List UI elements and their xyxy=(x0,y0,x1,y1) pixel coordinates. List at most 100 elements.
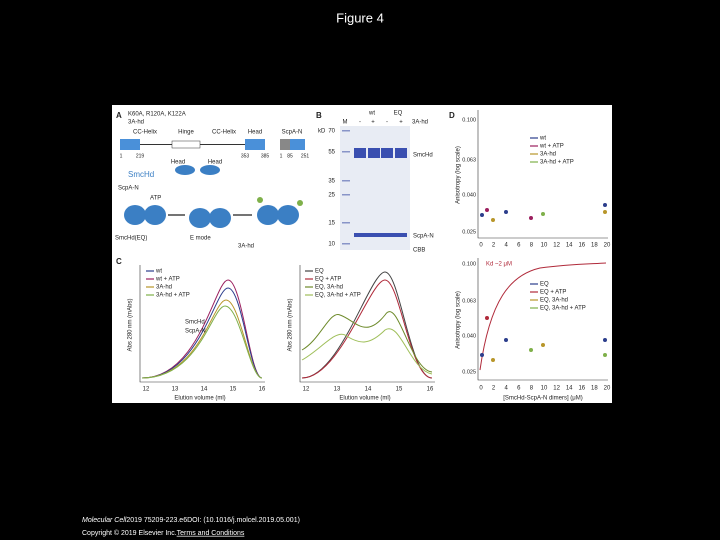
legend-label: 3A-hd + ATP xyxy=(156,293,190,299)
legend-label: wt + ATP xyxy=(155,277,180,283)
x-tick-label: 14 xyxy=(566,386,573,392)
lane-label: + xyxy=(371,120,375,126)
lane-label: - xyxy=(359,120,361,126)
marker: 55 xyxy=(328,150,335,156)
x-tick-label: 8 xyxy=(530,243,534,249)
x-tick-label: 12 xyxy=(553,243,560,249)
x-tick-label: 16 xyxy=(259,387,266,393)
legend-label: EQ, 3A-hd + ATP xyxy=(540,306,586,312)
marker: 70 xyxy=(328,129,335,135)
journal: Molecular Cell xyxy=(82,517,127,524)
terms-link[interactable]: Terms and Conditions xyxy=(177,530,245,537)
marker: 35 xyxy=(328,179,335,185)
y-axis-label: Anisotropy (log scale) xyxy=(456,146,462,204)
y-tick-label: 0.063 xyxy=(462,298,476,304)
legend-label: 3A-hd + ATP xyxy=(540,160,574,166)
domain-label: Hinge xyxy=(178,130,194,136)
x-tick-label: 16 xyxy=(578,243,585,249)
band-label: SmcHd xyxy=(413,153,433,159)
x-axis-label: Elution volume (ml) xyxy=(339,396,390,402)
y-tick-label: 0.100 xyxy=(462,261,476,267)
panel-label: A xyxy=(116,111,122,120)
marker: 25 xyxy=(328,193,335,199)
domain-label: CC-Helix xyxy=(133,130,157,136)
group-label: EQ xyxy=(394,111,403,117)
legend-label: 3A-hd xyxy=(540,152,556,158)
domain-label: CC-Helix xyxy=(212,130,236,136)
x-tick-label: 2 xyxy=(492,243,496,249)
residue: 1 xyxy=(280,153,283,159)
scheme-label: ATP xyxy=(150,196,161,202)
lane-label: - xyxy=(386,120,388,126)
x-tick-label: 14 xyxy=(566,243,573,249)
y-tick-label: 0.025 xyxy=(462,369,476,375)
lane-label: + xyxy=(399,120,403,126)
y-tick-label: 0.025 xyxy=(462,229,476,235)
x-tick-label: 16 xyxy=(578,386,585,392)
marker: 15 xyxy=(328,221,335,227)
panel-label: C xyxy=(116,257,122,266)
group-label: wt xyxy=(368,111,375,117)
y-axis-label: Abs 280 nm (mAbs) xyxy=(288,298,294,351)
x-tick-label: 10 xyxy=(541,386,548,392)
x-tick-label: 14 xyxy=(201,387,208,393)
legend-label: EQ, 3A-hd + ATP xyxy=(315,293,361,299)
y-tick-label: 0.063 xyxy=(462,157,476,163)
x-tick-label: 4 xyxy=(505,386,509,392)
x-tick-label: 15 xyxy=(396,387,403,393)
x-tick-label: 15 xyxy=(230,387,237,393)
y-tick-label: 0.100 xyxy=(462,117,476,123)
x-tick-label: 13 xyxy=(334,387,341,393)
domain-map xyxy=(120,139,305,150)
head-label: Head xyxy=(208,160,222,166)
y-axis-label: Anisotropy (log scale) xyxy=(456,291,462,349)
residue: 353 xyxy=(241,153,250,159)
x-tick-label: 0 xyxy=(479,386,483,392)
legend-label: EQ, 3A-hd xyxy=(540,298,568,304)
scheme-label: SmcHd(EQ) xyxy=(115,236,147,242)
marker: 10 xyxy=(328,242,335,248)
x-tick-label: 18 xyxy=(591,386,598,392)
x-axis-label: [SmcHd-ScpA-N dimers] (μM) xyxy=(503,396,582,402)
residue: 1 xyxy=(120,153,123,159)
y-axis-label: Abs 280 nm (mAbs) xyxy=(128,298,134,351)
legend-label: EQ xyxy=(315,269,324,275)
residue: 85 xyxy=(287,153,293,159)
mutant: 3A-hd xyxy=(128,120,144,126)
x-tick-label: 16 xyxy=(427,387,434,393)
legend-label: wt + ATP xyxy=(539,144,564,150)
band-label: ScpA-N xyxy=(413,234,434,240)
x-tick-label: 2 xyxy=(492,386,496,392)
scheme-label: E mode xyxy=(190,236,211,242)
legend-label: wt xyxy=(155,269,162,275)
residue: 219 xyxy=(136,153,145,159)
legend-label: EQ + ATP xyxy=(540,290,566,296)
scheme-label: ScpA-N xyxy=(118,186,139,192)
x-tick-label: 13 xyxy=(172,387,179,393)
stain: CBB xyxy=(413,248,425,254)
inset-label: SmcHd xyxy=(185,320,205,326)
legend-label: EQ xyxy=(540,282,549,288)
kd-label: Kd ~2 μM xyxy=(486,262,512,268)
x-axis-label: Elution volume (ml) xyxy=(174,396,225,402)
axes xyxy=(139,110,608,383)
head-label: Head xyxy=(171,160,185,166)
x-tick-label: 20 xyxy=(604,243,611,249)
x-tick-label: 14 xyxy=(365,387,372,393)
x-tick-label: 18 xyxy=(591,243,598,249)
mutations: K60A, R120A, K122A xyxy=(128,112,186,118)
unit: kD xyxy=(318,129,326,135)
curves xyxy=(141,262,607,379)
domain-label: Head xyxy=(248,130,262,136)
legend-label: 3A-hd xyxy=(156,285,172,291)
panel-label: B xyxy=(316,111,322,120)
x-tick-label: 10 xyxy=(541,243,548,249)
x-tick-label: 12 xyxy=(553,386,560,392)
scheme xyxy=(124,165,303,228)
copyright: Copyright © 2019 Elsevier Inc. xyxy=(82,529,177,537)
inset-label: ScpA-N xyxy=(185,329,206,335)
slide-title: Figure 4 xyxy=(336,10,384,25)
complex-label: SmcHd xyxy=(128,170,154,179)
